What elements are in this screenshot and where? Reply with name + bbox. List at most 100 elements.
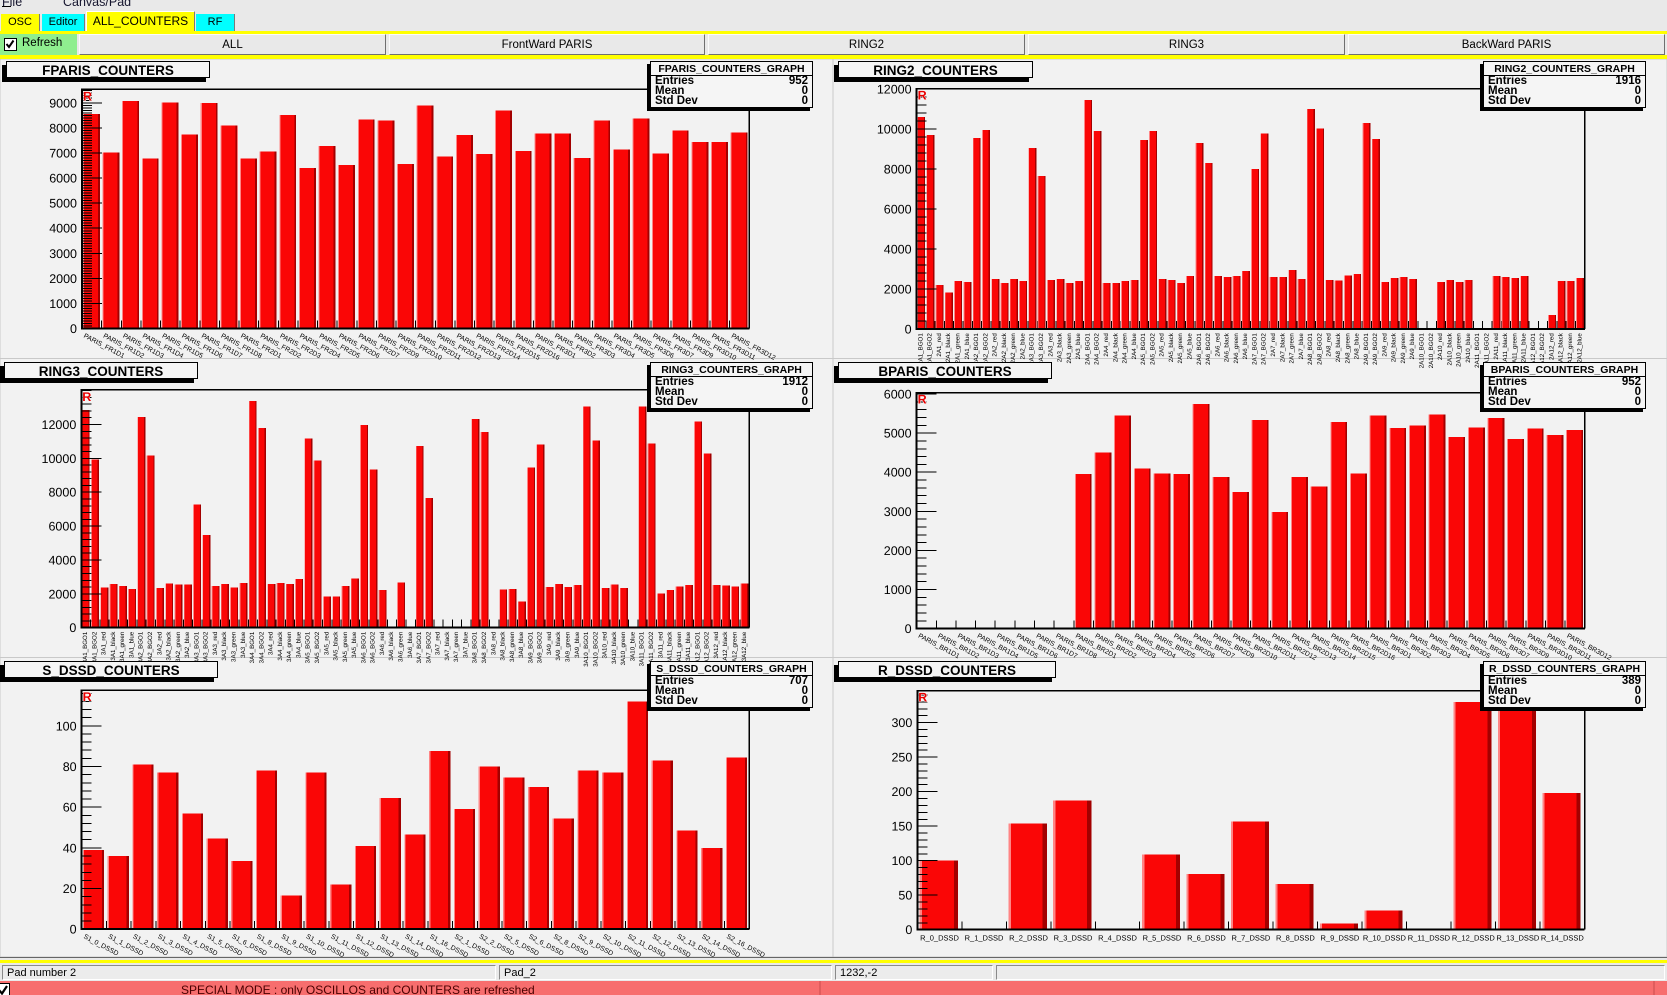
svg-text:40: 40 [63,841,77,855]
svg-text:3A11_BGO1: 3A11_BGO1 [639,631,646,666]
svg-text:2A8_blue: 2A8_blue [1354,333,1361,360]
svg-text:2A1_red: 2A1_red [936,333,943,357]
svg-text:3000: 3000 [49,247,77,261]
svg-text:R_1_DSSD: R_1_DSSD [965,934,1004,943]
svg-text:2A4_BGO2: 2A4_BGO2 [1094,333,1101,365]
svg-text:3A11_green: 3A11_green [676,631,683,665]
svg-text:3A8_blue: 3A8_blue [518,631,525,658]
svg-text:2A12_BGO1: 2A12_BGO1 [1530,333,1537,369]
svg-text:2A11_BGO1: 2A11_BGO1 [1474,333,1481,368]
svg-text:3A8_black: 3A8_black [500,631,507,661]
svg-text:3A7_blue: 3A7_blue [462,631,469,658]
svg-text:12000: 12000 [42,418,77,432]
svg-text:3A12_green: 3A12_green [732,631,739,665]
svg-text:2A5_BGO1: 2A5_BGO1 [1140,333,1147,365]
svg-text:2000: 2000 [884,283,912,297]
svg-text:2A6_BGO1: 2A6_BGO1 [1196,333,1203,365]
svg-text:R: R [918,691,927,705]
svg-text:3A6_blue: 3A6_blue [407,631,414,658]
svg-text:6000: 6000 [884,203,912,217]
svg-text:2A4_BGO1: 2A4_BGO1 [1084,333,1091,365]
svg-text:0: 0 [70,322,77,336]
svg-text:R_7_DSSD: R_7_DSSD [1232,934,1271,943]
svg-text:0: 0 [70,923,77,937]
svg-text:2A11_blue: 2A11_blue [1521,333,1528,363]
svg-text:R_0_DSSD: R_0_DSSD [920,934,959,943]
svg-text:2A6_green: 2A6_green [1233,333,1240,364]
svg-text:2000: 2000 [48,587,76,601]
svg-text:3A4_BGO1: 3A4_BGO1 [249,631,256,663]
svg-text:3A1_black: 3A1_black [110,631,117,661]
svg-text:0: 0 [905,923,912,937]
svg-text:R_13_DSSD: R_13_DSSD [1496,934,1540,943]
svg-text:2000: 2000 [884,544,912,558]
svg-text:3A6_green: 3A6_green [398,631,405,662]
svg-text:2A4_black: 2A4_black [1112,332,1119,362]
svg-text:3A8_BGO1: 3A8_BGO1 [472,631,479,663]
svg-text:9000: 9000 [49,96,77,110]
svg-text:0: 0 [905,622,912,636]
svg-text:3A5_blue: 3A5_blue [351,631,358,658]
svg-text:3A7_BGO2: 3A7_BGO2 [425,631,432,663]
svg-text:10000: 10000 [42,452,77,466]
svg-text:2000: 2000 [49,272,77,286]
svg-text:4000: 4000 [884,466,912,480]
svg-text:3A7_green: 3A7_green [453,631,460,662]
svg-text:2A8_BGO2: 2A8_BGO2 [1316,333,1323,365]
svg-text:3A11_BGO2: 3A11_BGO2 [648,631,655,666]
svg-text:2A9_green: 2A9_green [1400,333,1407,364]
svg-text:3A8_green: 3A8_green [509,631,516,662]
svg-text:3A10_red: 3A10_red [602,631,609,658]
svg-text:3A9_BGO1: 3A9_BGO1 [527,631,534,663]
svg-text:2A3_BGO1: 2A3_BGO1 [1029,333,1036,365]
svg-text:3A9_BGO2: 3A9_BGO2 [537,631,544,663]
svg-text:2A12_BGO2: 2A12_BGO2 [1539,333,1546,369]
svg-text:8000: 8000 [884,163,912,177]
svg-text:2A1_blue: 2A1_blue [964,333,971,360]
svg-text:3A11_black: 3A11_black [667,631,674,664]
svg-text:2A10_red: 2A10_red [1437,333,1444,360]
svg-text:2A9_black: 2A9_black [1391,332,1398,362]
svg-text:4000: 4000 [48,553,76,567]
svg-text:R_10_DSSD: R_10_DSSD [1363,934,1407,943]
svg-text:3A9_black: 3A9_black [555,631,562,661]
svg-text:2A10_green: 2A10_green [1456,333,1463,367]
svg-text:3A2_blue: 3A2_blue [184,631,191,658]
svg-text:20: 20 [63,882,77,896]
svg-text:R_14_DSSD: R_14_DSSD [1541,934,1585,943]
svg-text:3A4_black: 3A4_black [277,631,284,661]
svg-text:6000: 6000 [48,520,76,534]
svg-text:2A2_black: 2A2_black [1001,332,1008,362]
svg-text:3A11_blue: 3A11_blue [685,631,692,661]
svg-text:2A6_BGO2: 2A6_BGO2 [1205,333,1212,365]
svg-text:8000: 8000 [48,486,76,500]
svg-text:2A6_red: 2A6_red [1214,333,1221,357]
svg-text:2A2_BGO2: 2A2_BGO2 [982,333,989,365]
svg-text:2A8_BGO1: 2A8_BGO1 [1307,333,1314,365]
svg-text:2A9_BGO1: 2A9_BGO1 [1363,333,1370,365]
svg-text:2A2_red: 2A2_red [992,333,999,357]
svg-text:3A1_BGO2: 3A1_BGO2 [91,631,98,663]
svg-text:3A12_black: 3A12_black [722,631,729,664]
svg-text:12000: 12000 [877,83,912,97]
svg-text:2A2_BGO1: 2A2_BGO1 [973,333,980,365]
svg-text:2A5_green: 2A5_green [1177,333,1184,364]
svg-text:100: 100 [56,719,77,733]
svg-text:R_2_DSSD: R_2_DSSD [1009,934,1048,943]
svg-text:0: 0 [69,621,76,635]
svg-text:R_11_DSSD: R_11_DSSD [1408,934,1451,943]
svg-text:3A6_BGO1: 3A6_BGO1 [360,631,367,663]
svg-text:2A10_BGO1: 2A10_BGO1 [1419,333,1426,369]
svg-text:3A12_BGO2: 3A12_BGO2 [704,631,711,667]
svg-text:60: 60 [63,801,77,815]
svg-text:2A12_green: 2A12_green [1567,333,1574,367]
svg-text:3A1_blue: 3A1_blue [128,631,135,658]
svg-text:3A6_red: 3A6_red [379,631,386,655]
svg-text:3A1_BGO1: 3A1_BGO1 [82,631,89,663]
svg-text:2A7_red: 2A7_red [1270,333,1277,357]
svg-text:5000: 5000 [884,427,912,441]
svg-text:6000: 6000 [49,172,77,186]
svg-text:R: R [918,393,927,407]
svg-text:2A12_black: 2A12_black [1558,332,1565,365]
svg-text:2A12_red: 2A12_red [1548,333,1555,360]
